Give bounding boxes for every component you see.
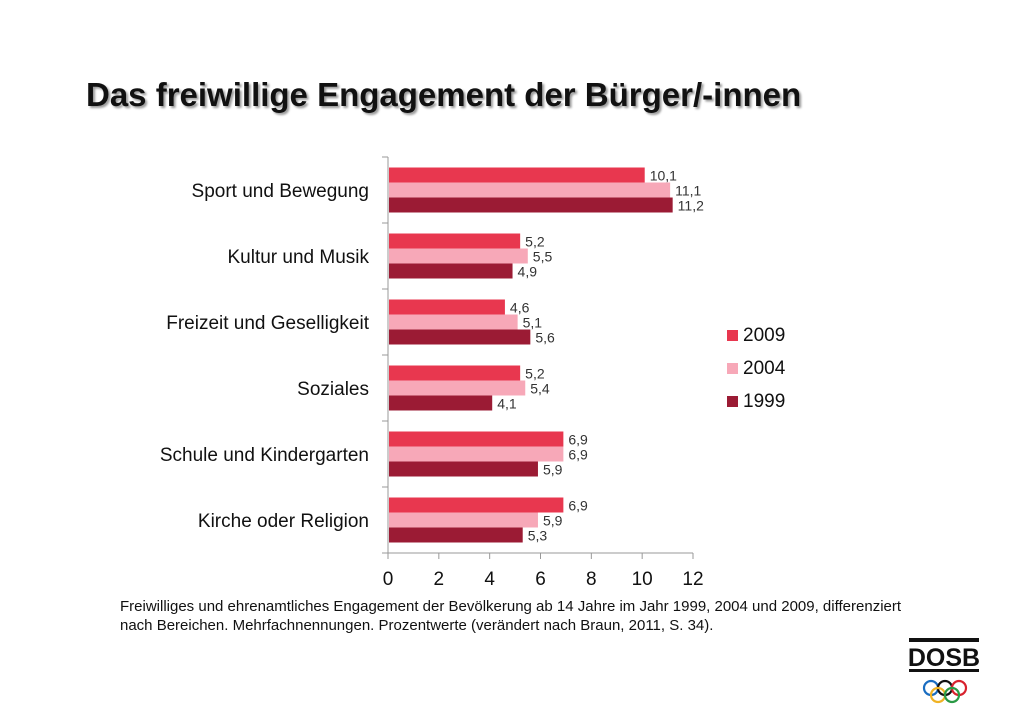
category-label: Kultur und Musik	[227, 247, 369, 268]
category-label: Kirche oder Religion	[198, 511, 369, 532]
data-label: 5,5	[533, 249, 553, 265]
legend-swatch-1999	[727, 396, 738, 407]
bar-1999	[389, 395, 493, 411]
legend-label: 2004	[743, 358, 786, 379]
bar-2004	[389, 182, 671, 198]
dosb-logo: DOSB	[908, 638, 980, 704]
x-tick-label: 2	[434, 569, 445, 590]
data-label: 5,3	[528, 528, 548, 544]
legend-label: 2009	[743, 325, 785, 346]
category-label: Sport und Bewegung	[192, 181, 369, 202]
category-label: Freizeit und Geselligkeit	[166, 313, 369, 334]
bar-1999	[389, 197, 673, 213]
data-label: 11,1	[675, 183, 701, 199]
olympic-rings-icon	[922, 679, 968, 704]
legend-swatch-2004	[727, 363, 738, 374]
x-tick-label: 8	[586, 569, 597, 590]
data-label: 5,2	[525, 234, 545, 250]
bar-2009	[389, 233, 521, 249]
chart-caption: Freiwilliges und ehrenamtliches Engageme…	[120, 598, 902, 634]
logo-text: DOSB	[908, 644, 980, 672]
data-label: 4,9	[518, 264, 538, 280]
x-tick-label: 12	[682, 569, 703, 590]
data-label: 5,9	[543, 513, 563, 529]
data-label: 6,9	[568, 432, 588, 448]
category-label: Soziales	[297, 379, 369, 400]
bar-1999	[389, 461, 538, 477]
x-tick-label: 6	[535, 569, 546, 590]
data-label: 10,1	[650, 168, 677, 184]
bar-2009	[389, 431, 564, 447]
bar-2009	[389, 167, 645, 183]
data-label: 5,6	[535, 330, 555, 346]
data-label: 4,6	[510, 300, 530, 316]
data-label: 5,2	[525, 366, 545, 382]
legend: 2009 2004 1999	[727, 325, 786, 412]
bar-chart: 10,111,111,25,25,54,94,65,15,65,25,44,16…	[160, 156, 786, 590]
x-tick-label: 10	[632, 569, 653, 590]
bar-2004	[389, 512, 538, 528]
legend-swatch-2009	[727, 330, 738, 341]
bar-2004	[389, 314, 518, 330]
bar-2004	[389, 446, 564, 462]
data-label: 5,4	[530, 381, 550, 397]
data-label: 11,2	[678, 198, 704, 214]
data-label: 6,9	[568, 447, 588, 463]
chart-title: Das freiwillige Engagement der Bürger/-i…	[86, 76, 802, 113]
bar-1999	[389, 527, 523, 543]
bars-layer: 10,111,111,25,25,54,94,65,15,65,25,44,16…	[389, 167, 704, 544]
bar-1999	[389, 263, 513, 279]
data-label: 6,9	[568, 498, 588, 514]
x-tick-label: 0	[383, 569, 394, 590]
bar-1999	[389, 329, 531, 345]
data-label: 5,1	[523, 315, 543, 331]
data-label: 5,9	[543, 462, 563, 478]
bar-2009	[389, 365, 521, 381]
legend-label: 1999	[743, 391, 785, 412]
bar-2004	[389, 248, 528, 264]
bar-2009	[389, 299, 505, 315]
bar-2004	[389, 380, 526, 396]
x-tick-label: 4	[484, 569, 495, 590]
bar-2009	[389, 497, 564, 513]
category-label: Schule und Kindergarten	[160, 445, 369, 466]
axis-layer: Sport und Bewegung Kultur und Musik Freize…	[160, 156, 704, 590]
data-label: 4,1	[497, 396, 517, 412]
